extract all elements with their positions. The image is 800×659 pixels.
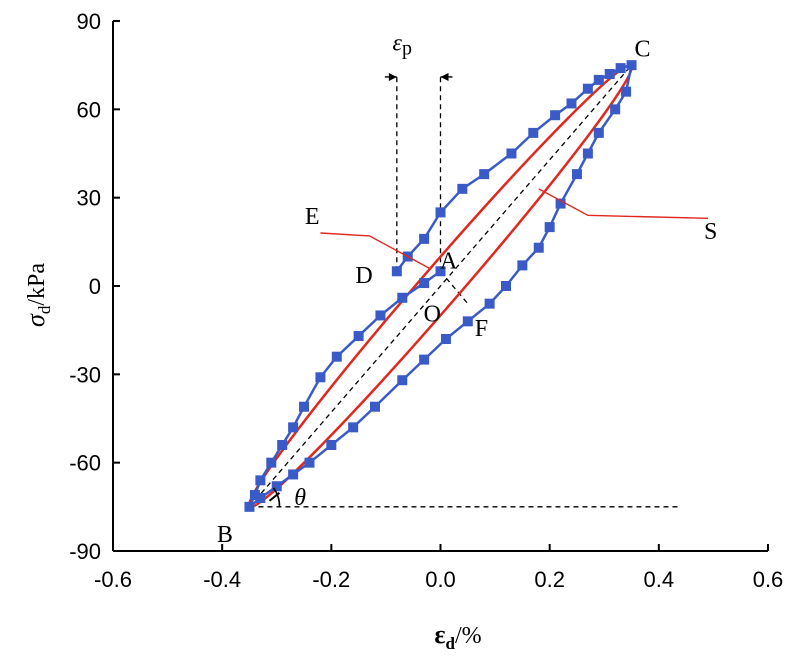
y-tick-label: -90 <box>69 539 101 564</box>
loop-marker <box>593 74 604 85</box>
x-axis-label-main: ε <box>434 620 445 649</box>
y-axis-label-sub: d <box>35 305 54 314</box>
strain-arrow-right-head <box>440 72 449 81</box>
point-label-e: E <box>305 204 320 230</box>
loop-marker <box>255 475 266 486</box>
loop-marker <box>271 481 282 492</box>
annotations: θ εp C A D O F E S B <box>217 30 717 548</box>
loop-marker <box>533 242 544 253</box>
loop-marker <box>375 310 386 321</box>
loop-marker <box>326 440 337 450</box>
loop-marker <box>604 69 615 79</box>
loop-marker <box>626 60 637 71</box>
loop-marker <box>244 501 255 512</box>
point-label-o: O <box>424 301 441 327</box>
axis-labels: εd/% σd/kPa <box>21 263 482 653</box>
plastic-strain-label-main: ε <box>393 30 403 56</box>
loop-marker <box>353 331 364 342</box>
loop-marker <box>299 401 310 412</box>
plastic-strain-label: εp <box>393 30 412 59</box>
loop-marker <box>457 183 468 194</box>
theta-arc <box>272 487 281 507</box>
point-label-f: F <box>475 316 488 342</box>
loop-marker <box>435 207 446 218</box>
loop-marker <box>266 457 277 468</box>
x-tick-label: 0.0 <box>425 567 456 592</box>
x-axis-label-unit: /% <box>455 623 482 649</box>
x-axis-label: εd/% <box>434 620 481 653</box>
loop-marker <box>517 260 528 271</box>
x-tick-label: 0.4 <box>644 567 675 592</box>
dashed-reference-line <box>440 270 469 305</box>
y-tick-label: 0 <box>89 274 101 299</box>
x-tick-label: -0.6 <box>94 567 132 592</box>
loop-marker <box>331 351 342 362</box>
y-tick-label: -30 <box>69 362 101 387</box>
loop-marker <box>506 148 517 159</box>
point-label-c: C <box>634 36 650 62</box>
leader-line <box>320 232 430 269</box>
loop-marker <box>566 98 577 109</box>
point-label-a: A <box>440 248 458 274</box>
loop-marker <box>397 292 408 303</box>
loop-marker <box>582 148 593 159</box>
loop-marker <box>440 334 451 344</box>
loop-marker <box>544 222 555 233</box>
y-axis-label: σd/kPa <box>21 263 54 327</box>
loop-marker <box>348 422 359 433</box>
hysteresis-loop <box>244 60 637 512</box>
y-tick-label: 90 <box>77 9 101 34</box>
loop-marker <box>571 169 582 180</box>
point-label-b: B <box>217 522 233 548</box>
loop-marker <box>479 169 490 180</box>
strain-arrow-left-head <box>388 72 397 81</box>
loop-marker <box>435 266 446 277</box>
loop-marker <box>462 316 473 327</box>
x-axis-label-sub: d <box>445 634 455 653</box>
loop-marker <box>550 110 561 121</box>
y-axis-label-unit: /kPa <box>24 263 50 306</box>
axes: -0.6 -0.4 -0.2 0.0 0.2 0.4 0.6 -90 -60 -30 0 30 60 90 <box>69 9 783 592</box>
loop-marker <box>288 469 299 480</box>
reference-lines <box>248 64 681 508</box>
loop-marker <box>593 127 604 138</box>
loop-marker <box>528 127 539 138</box>
point-label-s: S <box>704 219 717 245</box>
loop-marker <box>249 490 260 501</box>
loop-marker <box>397 375 408 386</box>
leader-line <box>538 188 708 219</box>
loop-marker <box>255 493 266 503</box>
theta-label: θ <box>294 485 306 511</box>
dashed-reference-line <box>248 64 633 508</box>
x-tick-label: -0.4 <box>203 567 241 592</box>
point-label-d: D <box>355 263 372 289</box>
y-tick-label: 60 <box>77 97 101 122</box>
loop-marker <box>582 83 593 94</box>
loop-marker <box>277 440 288 450</box>
plastic-strain-label-sub: p <box>402 37 412 59</box>
loop-marker <box>419 354 430 365</box>
x-tick-label: -0.2 <box>312 567 350 592</box>
loop-marker <box>304 457 315 468</box>
loop-marker <box>501 281 511 291</box>
y-axis-label-main: σ <box>21 313 50 327</box>
x-tick-label: 0.6 <box>753 567 784 592</box>
loop-marker <box>555 198 566 209</box>
loop-marker <box>419 233 430 244</box>
loop-marker <box>370 401 380 412</box>
loop-marker <box>419 278 430 289</box>
loop-marker <box>315 372 326 383</box>
y-tick-label: -60 <box>69 451 101 476</box>
theta-tick <box>268 492 281 502</box>
loop-marker <box>610 104 621 115</box>
loop-marker <box>484 298 495 309</box>
loop-marker <box>621 86 632 97</box>
loop-marker <box>288 422 299 433</box>
y-tick-label: 30 <box>77 186 101 211</box>
loop-marker <box>615 63 626 74</box>
x-tick-label: 0.2 <box>534 567 565 592</box>
loop-marker <box>391 266 402 277</box>
